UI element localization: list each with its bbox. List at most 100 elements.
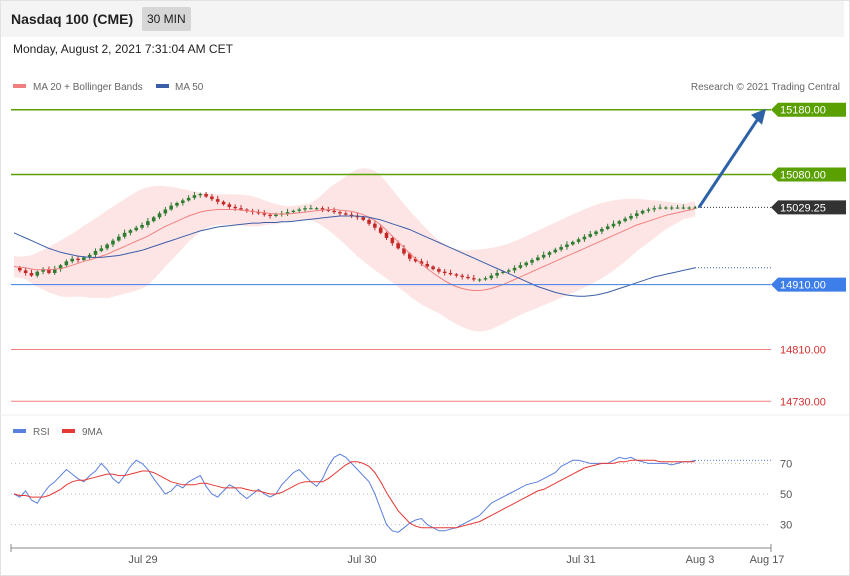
candle-body — [297, 209, 302, 211]
candle-body — [536, 257, 540, 261]
candle-body — [256, 212, 261, 214]
candle-body — [93, 250, 98, 255]
candle-body — [326, 209, 331, 211]
candle-body — [501, 271, 505, 273]
candle-body — [518, 265, 523, 268]
candle-body — [268, 214, 272, 216]
candle-body — [29, 272, 34, 276]
candle-body — [646, 209, 651, 211]
legend-ma50-label: MA 50 — [175, 82, 204, 93]
candle-body — [47, 269, 51, 273]
candle-body — [512, 267, 517, 271]
resistance-tag — [771, 167, 846, 182]
candle-body — [64, 261, 69, 266]
candle-body — [477, 279, 482, 281]
support-label: 14730.00 — [780, 396, 826, 408]
rsi-tick-label: 50 — [780, 489, 792, 501]
candle-body — [658, 207, 662, 209]
candle-body — [693, 207, 697, 209]
candle-body — [99, 248, 104, 251]
candle-body — [210, 196, 214, 200]
candle-body — [396, 243, 400, 249]
candle-body — [373, 223, 377, 228]
candle-body — [384, 232, 389, 239]
candle-body — [570, 241, 575, 245]
candle-body — [588, 234, 593, 237]
candle-body — [390, 238, 395, 244]
x-tick-label: Aug 17 — [750, 554, 785, 566]
candle-body — [652, 208, 657, 210]
candle-body — [576, 239, 581, 242]
price-levels: 15180.00 15080.00 15029.25 14910.00 14810.00… — [11, 102, 846, 408]
candle-body — [309, 208, 313, 210]
candle-body — [192, 195, 197, 198]
candle-body — [634, 213, 639, 216]
x-tick-label: Aug 3 — [686, 554, 715, 566]
candle-body — [239, 208, 243, 210]
candle-body — [611, 223, 616, 227]
timestamp: Monday, August 2, 2021 7:31:04 AM CET — [13, 42, 233, 56]
candle-body — [419, 261, 424, 264]
last-price-tag — [771, 200, 846, 215]
candle-body — [472, 278, 476, 280]
candle-body — [146, 221, 150, 226]
rsi-ma-line — [13, 459, 695, 529]
legend-ma20-label: MA 20 + Bollinger Bands — [33, 82, 143, 93]
candle-body — [338, 212, 342, 214]
ma50-line — [13, 215, 696, 297]
candle-body — [629, 215, 633, 219]
candle-body — [82, 257, 86, 261]
rsi-tick-label: 30 — [780, 520, 792, 532]
candle-body — [483, 278, 488, 280]
candle-body — [681, 207, 686, 209]
candle-body — [524, 262, 529, 266]
x-axis: Jul 29 Jul 30 Jul 31 Aug 3 Aug 17 — [10, 544, 785, 566]
candle-body — [489, 275, 494, 279]
candle-body — [274, 214, 278, 216]
candle-body — [198, 193, 203, 196]
last-price-label: 15029.25 — [780, 202, 826, 214]
candle-body — [291, 210, 296, 213]
legend-rsi-swatch — [13, 429, 26, 433]
candle-body — [600, 228, 604, 232]
candle-body — [128, 230, 133, 233]
candle-body — [35, 271, 40, 276]
candle-body — [52, 269, 57, 273]
resistance-label: 15180.00 — [780, 105, 826, 117]
candle-body — [407, 253, 412, 259]
candle-body — [565, 244, 569, 248]
candle-body — [215, 199, 220, 202]
legend-rsi-label: RSI — [33, 427, 50, 438]
candle-body — [116, 236, 121, 241]
candle-body — [454, 274, 459, 276]
candle-body — [582, 236, 587, 240]
candle-body — [495, 272, 499, 276]
target-arrow-head — [751, 108, 766, 125]
x-tick-label: Jul 30 — [347, 554, 376, 566]
candle-body — [431, 266, 435, 270]
resistance-label: 15080.00 — [780, 170, 826, 182]
candle-body — [541, 254, 546, 258]
candle-body — [460, 275, 464, 277]
target-arrow-shaft — [697, 117, 760, 209]
resistance-tag — [771, 102, 846, 117]
price-plot — [13, 168, 697, 332]
legend-rsi-ma-label: 9MA — [82, 427, 103, 438]
candle-body — [687, 207, 691, 209]
candle-body — [425, 263, 430, 267]
candle-body — [553, 249, 558, 253]
candle-body — [23, 270, 28, 273]
candle-body — [320, 208, 325, 210]
candle-body — [442, 271, 447, 273]
credit-text: Research © 2021 Trading Central — [691, 82, 840, 93]
bollinger-band — [14, 168, 695, 332]
candle-body — [559, 247, 563, 250]
candle-body — [349, 214, 354, 216]
candle-body — [122, 232, 127, 237]
candle-body — [233, 206, 237, 209]
pivot-label: 14910.00 — [780, 280, 826, 292]
candle-body — [186, 197, 191, 201]
candle-body — [314, 208, 319, 210]
interval-button[interactable]: 30 MIN — [142, 7, 191, 31]
